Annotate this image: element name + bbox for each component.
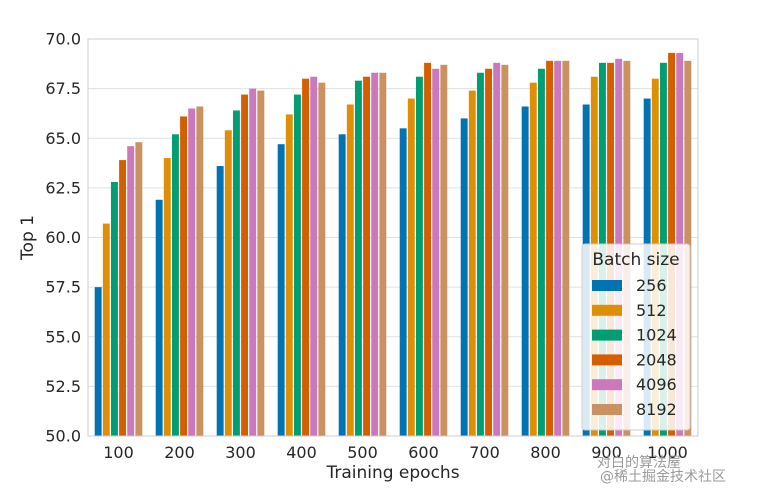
y-tick-label: 57.5 <box>45 278 81 297</box>
bar <box>135 142 143 436</box>
watermark-line-1: 对白的算法屋 <box>597 455 681 471</box>
bar <box>468 90 476 437</box>
bar <box>529 82 537 437</box>
legend-items: 256 512 1024 2048 4096 8192 <box>592 276 677 419</box>
legend-swatch <box>592 379 622 391</box>
legend-label: 4096 <box>636 375 677 394</box>
bar <box>379 72 387 436</box>
x-tick-label: 300 <box>225 443 256 462</box>
legend-label: 8192 <box>636 400 677 419</box>
plot-frame <box>87 38 699 437</box>
bar <box>232 110 240 437</box>
legend-swatch <box>592 404 622 415</box>
x-tick-label: 400 <box>286 443 317 462</box>
y-axis-title: Top 1 <box>18 215 38 261</box>
bar <box>171 134 179 436</box>
legend-label: 256 <box>636 276 667 295</box>
legend-title: Batch size <box>592 250 679 270</box>
y-tick-label: 67.5 <box>45 79 81 98</box>
x-tick-label: 200 <box>164 443 195 462</box>
legend-label: 512 <box>636 301 667 320</box>
legend-label: 2048 <box>636 350 677 369</box>
bar <box>196 106 204 437</box>
bar <box>155 199 163 436</box>
bar <box>127 146 135 436</box>
bar <box>432 68 440 437</box>
y-tick-labels: 50.0 52.5 55.0 57.5 60.0 62.5 65.0 67.5 70.0 <box>45 30 81 446</box>
legend-label: 1024 <box>636 326 677 345</box>
legend-swatch <box>592 280 622 291</box>
bar <box>241 94 249 436</box>
y-tick-label: 65.0 <box>45 129 81 148</box>
x-tick-label: 1000 <box>647 443 688 462</box>
x-tick-label: 100 <box>103 443 134 462</box>
bar <box>476 72 484 436</box>
y-tick-label: 62.5 <box>45 178 81 197</box>
bar <box>407 98 415 437</box>
bar <box>371 72 379 436</box>
bar <box>346 104 354 436</box>
bar <box>180 116 188 437</box>
x-tick-label: 600 <box>408 443 439 462</box>
x-tick-labels: 100 200 300 400 500 600 700 800 900 1000 <box>103 443 688 462</box>
bar <box>537 68 545 437</box>
bar <box>302 78 310 436</box>
x-tick-label: 500 <box>347 443 378 462</box>
bar <box>249 88 257 437</box>
bar <box>521 106 529 437</box>
bar <box>338 134 346 436</box>
bar <box>546 60 554 436</box>
bar <box>485 68 493 437</box>
bar <box>163 158 171 436</box>
y-tick-label: 70.0 <box>45 30 81 49</box>
bar <box>460 118 468 437</box>
bar <box>399 128 407 436</box>
legend-swatch <box>592 304 622 316</box>
y-tick-label: 50.0 <box>45 427 81 446</box>
bar <box>257 90 265 437</box>
bar <box>119 160 127 436</box>
x-tick-label: 800 <box>530 443 561 462</box>
bar <box>285 114 293 437</box>
bar <box>102 223 110 436</box>
x-axis-title: Training epochs <box>325 463 459 483</box>
bar <box>216 166 224 437</box>
watermark-line-2: @稀土掘金技术社区 <box>600 469 726 485</box>
bar <box>415 76 423 436</box>
bar <box>224 130 232 436</box>
bar <box>110 181 118 436</box>
bar <box>310 76 318 436</box>
bar <box>493 62 501 436</box>
bar <box>440 64 448 437</box>
bar <box>501 64 509 437</box>
bar <box>94 287 102 437</box>
bar <box>293 94 301 436</box>
legend-swatch <box>592 329 622 341</box>
bar <box>363 76 371 436</box>
y-tick-label: 60.0 <box>45 228 81 247</box>
y-tick-label: 52.5 <box>45 377 81 396</box>
bar <box>318 82 326 437</box>
bar <box>188 108 196 436</box>
bar <box>354 80 362 437</box>
y-tick-label: 55.0 <box>45 327 81 346</box>
legend: Batch size 256 512 1024 2048 4096 8192 <box>581 243 691 431</box>
bar <box>277 144 285 436</box>
bar <box>424 62 432 436</box>
x-tick-label: 900 <box>591 443 622 462</box>
legend-swatch <box>592 354 622 366</box>
bar <box>562 60 570 436</box>
x-tick-label: 700 <box>469 443 500 462</box>
bar <box>554 60 562 436</box>
